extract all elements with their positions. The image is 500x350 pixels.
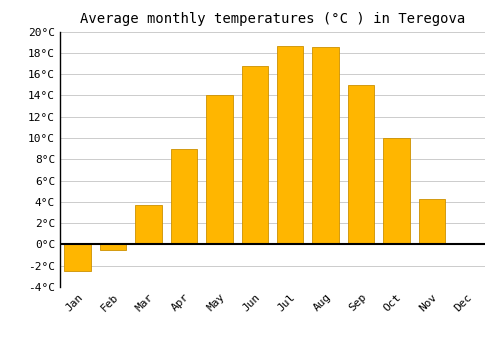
Bar (383, 138, 409, 244)
Bar (418, 199, 445, 244)
Bar (100, 244, 126, 250)
Bar (348, 85, 374, 244)
Bar (170, 149, 197, 244)
Bar (312, 48, 339, 244)
Bar (206, 95, 233, 244)
Bar (242, 65, 268, 244)
Bar (277, 47, 303, 244)
Title: Average monthly temperatures (°C ) in Teregova: Average monthly temperatures (°C ) in Te… (80, 12, 465, 26)
Bar (136, 205, 162, 244)
Bar (64, 244, 91, 271)
